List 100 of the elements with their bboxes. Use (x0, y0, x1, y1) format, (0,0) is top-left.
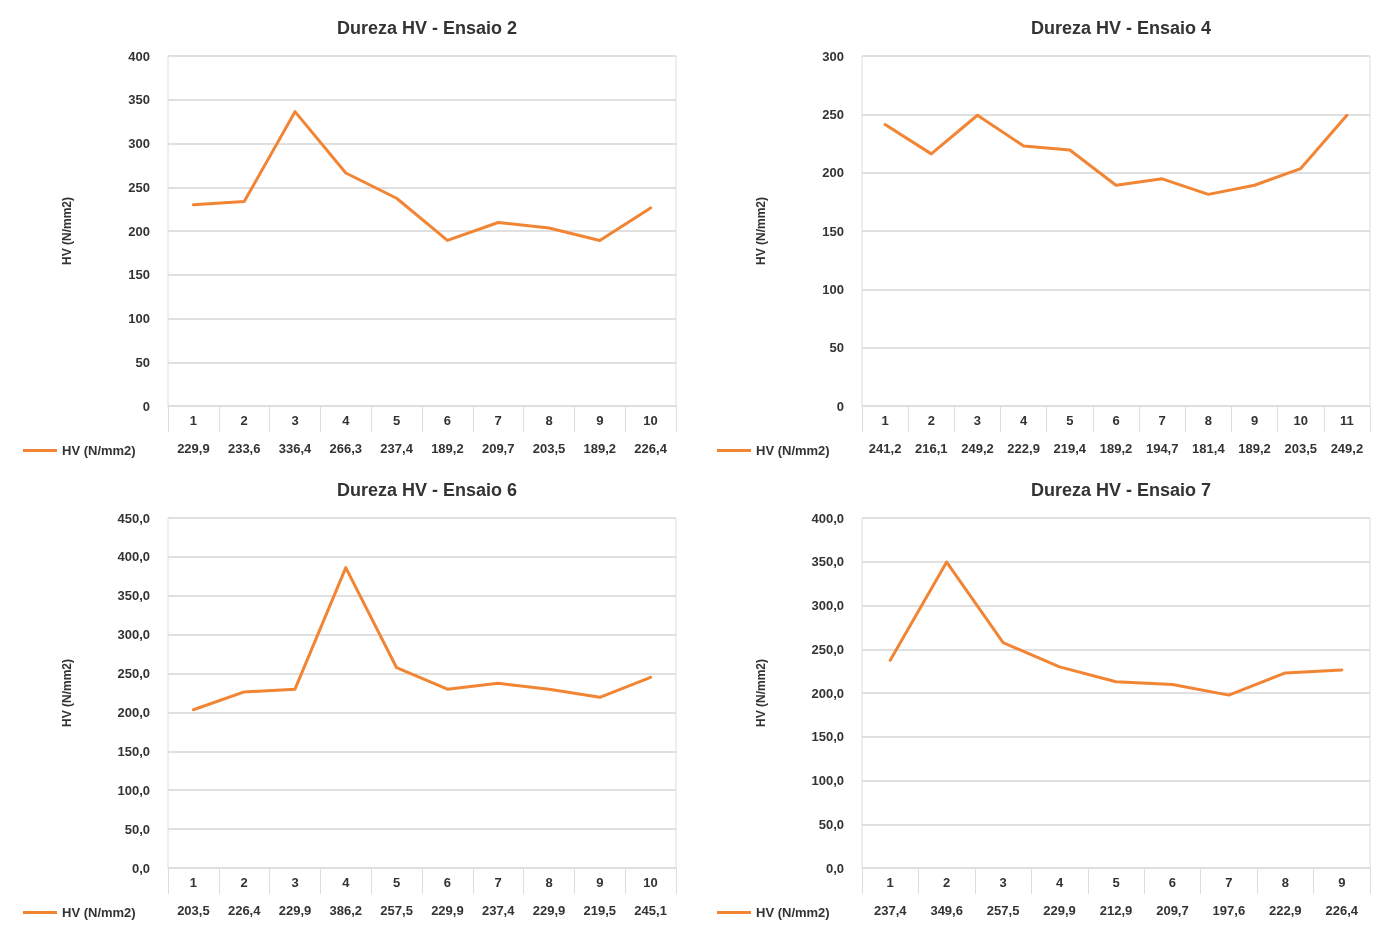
data-label: 189,2 (1238, 440, 1271, 456)
data-label: 349,6 (930, 902, 963, 918)
x-tick-label: 3 (999, 875, 1007, 890)
data-label: 216,1 (915, 440, 948, 456)
data-label: 229,9 (177, 440, 210, 456)
y-tick-label: 50 (829, 340, 844, 356)
x-tick-label: 9 (596, 875, 604, 890)
data-label: 222,9 (1269, 902, 1302, 918)
y-tick-label: 150,0 (811, 729, 844, 745)
data-label: 181,4 (1192, 440, 1226, 456)
y-tick-label: 400,0 (811, 510, 844, 526)
chart-title: Dureza HV - Ensaio 6 (336, 480, 518, 500)
data-label: 226,4 (634, 440, 668, 456)
data-label: 237,4 (380, 440, 414, 456)
line-series (883, 113, 1349, 196)
chart-title: Dureza HV - Ensaio 2 (336, 18, 518, 38)
data-label: 189,2 (1099, 440, 1133, 456)
y-tick-label: 300 (128, 136, 150, 151)
x-tick-label: 5 (1112, 875, 1120, 890)
x-tick-label: 6 (443, 875, 452, 890)
y-axis-title: HV (N/mm2) (754, 196, 768, 266)
y-tick-label: 100,0 (117, 782, 150, 798)
data-label: 197,6 (1212, 902, 1246, 918)
data-label: 219,5 (583, 902, 617, 918)
y-tick-label: 0,0 (131, 860, 150, 876)
x-tick-label: 1 (189, 413, 198, 428)
x-tick-label: 4 (1020, 413, 1029, 428)
x-tick-label: 9 (1250, 413, 1259, 428)
data-label: 249,2 (961, 440, 994, 456)
y-tick-label: 250 (822, 106, 844, 122)
x-tick-label: 10 (643, 875, 658, 890)
x-tick-label: 2 (240, 875, 248, 890)
x-tick-label: 7 (1225, 875, 1233, 890)
x-tick-label: 1 (189, 875, 198, 890)
chart-title: Dureza HV - Ensaio 7 (1030, 480, 1212, 500)
y-tick-label: 200,0 (811, 685, 844, 701)
y-tick-label: 300 (822, 48, 844, 64)
data-label: 336,4 (278, 440, 313, 456)
y-tick-label: 100,0 (811, 773, 844, 788)
legend-label: HV (N/mm2) (756, 905, 830, 920)
data-label: 257,5 (986, 902, 1020, 918)
y-tick-label: 200 (128, 223, 150, 239)
x-tick-label: 2 (240, 413, 248, 428)
y-tick-label: 100 (822, 281, 844, 297)
data-label: 233,6 (227, 440, 261, 456)
data-label: 386,2 (329, 902, 363, 918)
y-tick-label: 350 (128, 92, 150, 108)
y-axis-title: HV (N/mm2) (60, 196, 74, 266)
x-tick-label: 7 (1158, 413, 1166, 428)
y-tick-label: 50,0 (818, 816, 844, 832)
data-label: 203,5 (532, 440, 566, 456)
line-series (191, 110, 653, 242)
x-tick-label: 6 (1112, 413, 1120, 428)
data-label: 189,2 (583, 440, 617, 456)
y-tick-label: 350,0 (117, 588, 150, 604)
x-tick-label: 5 (392, 875, 401, 890)
x-tick-label: 4 (342, 413, 351, 428)
x-tick-label: 7 (494, 875, 502, 890)
legend-label: HV (N/mm2) (62, 443, 136, 458)
y-tick-label: 50,0 (124, 821, 150, 837)
x-tick-label: 6 (1168, 875, 1177, 890)
x-tick-label: 4 (342, 875, 351, 890)
y-tick-label: 300,0 (811, 598, 844, 613)
line-series (191, 566, 653, 712)
x-tick-label: 8 (545, 875, 553, 890)
x-tick-label: 3 (291, 413, 299, 428)
y-tick-label: 450,0 (117, 510, 150, 526)
data-label: 212,9 (1099, 902, 1133, 918)
legend-label: HV (N/mm2) (756, 443, 830, 458)
y-axis-title: HV (N/mm2) (754, 658, 768, 728)
y-tick-label: 0 (836, 398, 844, 414)
data-label: 229,9 (1043, 902, 1076, 918)
data-label: 226,4 (227, 902, 262, 918)
y-tick-label: 100 (128, 311, 150, 326)
x-tick-label: 2 (927, 413, 935, 428)
x-tick-label: 8 (1204, 413, 1212, 428)
x-tick-label: 1 (886, 875, 894, 890)
x-tick-label: 1 (881, 413, 889, 428)
x-tick-label: 5 (1066, 413, 1074, 428)
y-tick-label: 250,0 (811, 641, 844, 657)
x-tick-label: 6 (443, 413, 452, 428)
y-tick-label: 150 (128, 267, 150, 283)
data-label: 229,9 (532, 902, 566, 918)
data-label: 189,2 (431, 440, 464, 456)
x-tick-label: 10 (643, 413, 658, 428)
data-label: 194,7 (1145, 440, 1179, 456)
data-label: 241,2 (868, 440, 902, 456)
chart-title: Dureza HV - Ensaio 4 (1030, 18, 1212, 38)
y-tick-label: 400,0 (117, 549, 150, 565)
y-tick-label: 150 (822, 223, 844, 239)
x-tick-label: 9 (1338, 875, 1346, 890)
y-tick-label: 150,0 (117, 743, 150, 759)
data-label: 203,5 (177, 902, 210, 918)
y-tick-label: 50 (135, 354, 150, 370)
x-tick-label: 8 (1281, 875, 1289, 890)
y-tick-label: 200 (822, 165, 844, 181)
data-label: 237,4 (481, 902, 516, 918)
data-label: 229,9 (431, 902, 464, 918)
x-tick-label: 4 (1055, 875, 1064, 890)
y-tick-label: 0,0 (825, 860, 844, 876)
